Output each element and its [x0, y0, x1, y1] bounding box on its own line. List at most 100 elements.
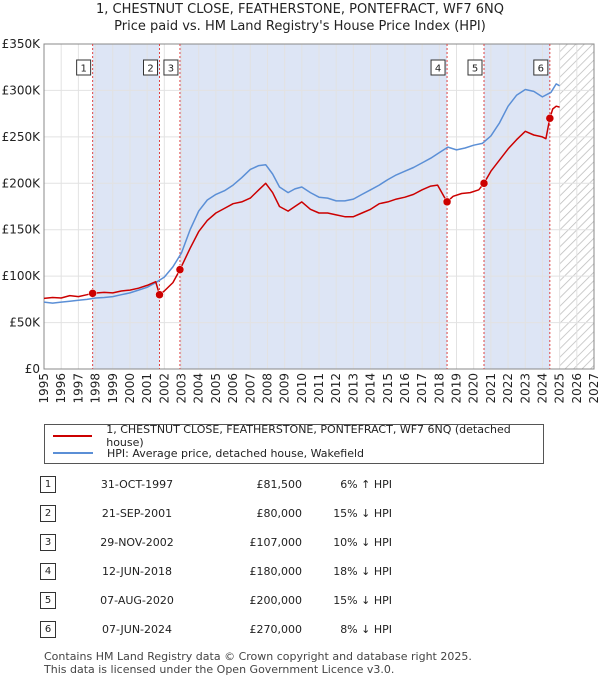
sale-number-cell: 6	[40, 615, 82, 644]
sale-price: £180,000	[249, 565, 303, 578]
sale-date: 07-AUG-2020	[100, 594, 174, 607]
x-tick-label-30: 2025	[553, 373, 567, 404]
sales-row: 6 07-JUN-2024 £270,000 8% ↓ HPI	[40, 615, 392, 644]
transaction-box-5	[467, 59, 483, 76]
x-tick-label-13: 2008	[260, 373, 274, 404]
sale-hpi-diff-cell: 10% ↓ HPI	[302, 528, 392, 557]
transaction-box-3	[163, 59, 179, 76]
legend: 1, CHESTNUT CLOSE, FEATHERSTONE, PONTEFR…	[44, 423, 544, 464]
legend-item-property: 1, CHESTNUT CLOSE, FEATHERSTONE, PONTEFR…	[53, 423, 543, 449]
y-tick-label-1: £50K	[9, 316, 41, 330]
sale-price: £200,000	[249, 594, 303, 607]
y-tick-label-0: £0	[25, 362, 40, 376]
transaction-marker-5	[479, 179, 489, 188]
price-chart: £0 £50K £100K £150K £200K £250K £300K £350K 1995…	[2, 37, 600, 404]
x-tick-label-20: 2015	[381, 373, 395, 404]
sale-hpi-diff-cell: 15% ↓ HPI	[302, 586, 392, 615]
x-tick-label-14: 2009	[278, 373, 292, 404]
hpi-line	[43, 83, 560, 304]
legend-swatch-property	[53, 435, 93, 437]
transaction-label-3: 3	[168, 64, 174, 75]
x-tick-label-3: 1998	[89, 373, 103, 404]
transaction-marker-6	[545, 114, 555, 123]
sale-date: 07-JUN-2024	[101, 623, 173, 636]
legend-swatch-hpi	[53, 452, 93, 454]
x-tick-label-32: 2027	[587, 373, 600, 404]
sale-hpi-diff-cell: 15% ↓ HPI	[302, 499, 392, 528]
x-tick-label-16: 2011	[312, 373, 326, 404]
sale-hpi-diff: 10% ↓ HPI	[333, 536, 392, 549]
sale-number: 4	[40, 563, 56, 580]
sales-row: 5 07-AUG-2020 £200,000 15% ↓ HPI	[40, 586, 392, 615]
sale-date-cell: 07-AUG-2020	[82, 586, 192, 615]
x-tick-label-0: 1995	[37, 373, 51, 404]
x-tick-label-18: 2013	[346, 373, 360, 404]
transaction-box-6	[533, 59, 549, 76]
sale-date: 21-SEP-2001	[101, 507, 173, 520]
sale-date: 29-NOV-2002	[100, 536, 174, 549]
x-tick-label-4: 1999	[106, 373, 120, 404]
y-tick-label-6: £300K	[2, 83, 42, 97]
y-tick-label-5: £250K	[2, 130, 42, 144]
ownership-shade-3	[484, 44, 550, 369]
x-tick-label-29: 2024	[535, 373, 549, 404]
x-tick-label-28: 2023	[518, 373, 532, 404]
legend-item-hpi: HPI: Average price, detached house, Wake…	[53, 445, 364, 461]
sale-date-cell: 29-NOV-2002	[82, 528, 192, 557]
sale-number: 3	[40, 534, 56, 551]
y-tick-label-4: £200K	[2, 176, 42, 190]
legend-label-property: 1, CHESTNUT CLOSE, FEATHERSTONE, PONTEFR…	[106, 423, 511, 449]
transaction-marker-4	[442, 197, 452, 207]
ownership-shade-1	[92, 44, 160, 369]
transaction-label-5: 5	[472, 64, 478, 75]
x-tick-label-2: 1997	[71, 373, 85, 404]
sale-hpi-diff-cell: 6% ↑ HPI	[302, 470, 392, 499]
transaction-label-1: 1	[80, 64, 86, 75]
x-tick-label-27: 2022	[501, 373, 515, 404]
x-tick-label-11: 2006	[226, 373, 240, 404]
x-tick-label-17: 2012	[329, 373, 343, 404]
transaction-box-4	[430, 59, 446, 76]
sale-hpi-diff-cell: 18% ↓ HPI	[302, 557, 392, 586]
chart-title-line2: Price paid vs. HM Land Registry's House …	[114, 19, 486, 34]
sale-number-cell: 2	[40, 499, 82, 528]
x-tick-label-12: 2007	[243, 373, 257, 404]
sales-row: 1 31-OCT-1997 £81,500 6% ↑ HPI	[40, 470, 392, 499]
sale-hpi-diff: 15% ↓ HPI	[333, 507, 392, 520]
sale-price-cell: £107,000	[192, 528, 303, 557]
x-tick-label-9: 2004	[192, 373, 206, 404]
sale-date-cell: 12-JUN-2018	[82, 557, 192, 586]
transaction-box-1	[76, 59, 92, 76]
sale-date: 31-OCT-1997	[100, 478, 174, 491]
x-tick-label-23: 2018	[432, 373, 446, 404]
sale-number-cell: 5	[40, 586, 82, 615]
sale-price-cell: £81,500	[192, 470, 303, 499]
sale-number: 6	[40, 621, 56, 638]
x-tick-label-6: 2001	[140, 373, 154, 404]
transaction-box-2	[143, 59, 158, 76]
sales-table: 1 31-OCT-1997 £81,500 6% ↑ HPI 2 21-SEP-2001 £…	[40, 470, 392, 644]
sale-hpi-diff: 18% ↓ HPI	[333, 565, 392, 578]
x-tick-label-8: 2003	[175, 373, 189, 404]
x-tick-label-15: 2010	[295, 373, 309, 404]
x-tick-label-19: 2014	[364, 373, 378, 404]
x-tick-label-1: 1996	[54, 373, 68, 404]
sales-row: 2 21-SEP-2001 £80,000 15% ↓ HPI	[40, 499, 392, 528]
sales-row: 3 29-NOV-2002 £107,000 10% ↓ HPI	[40, 528, 392, 557]
sale-date-cell: 21-SEP-2001	[82, 499, 192, 528]
x-tick-label-26: 2021	[484, 373, 498, 404]
plot-frame	[43, 43, 595, 370]
sale-number: 5	[40, 592, 56, 609]
sale-date-cell: 07-JUN-2024	[82, 615, 192, 644]
transaction-label-2: 2	[147, 64, 153, 75]
x-tick-label-21: 2016	[398, 373, 412, 404]
sale-date-cell: 31-OCT-1997	[82, 470, 192, 499]
sale-price-cell: £270,000	[192, 615, 303, 644]
sale-hpi-diff: 15% ↓ HPI	[333, 594, 392, 607]
sale-number: 1	[40, 476, 56, 493]
x-tick-label-7: 2002	[157, 373, 171, 404]
transaction-label-6: 6	[538, 64, 544, 75]
sale-price: £270,000	[249, 623, 303, 636]
chart-title-line1: 1, CHESTNUT CLOSE, FEATHERSTONE, PONTEFR…	[96, 2, 504, 17]
